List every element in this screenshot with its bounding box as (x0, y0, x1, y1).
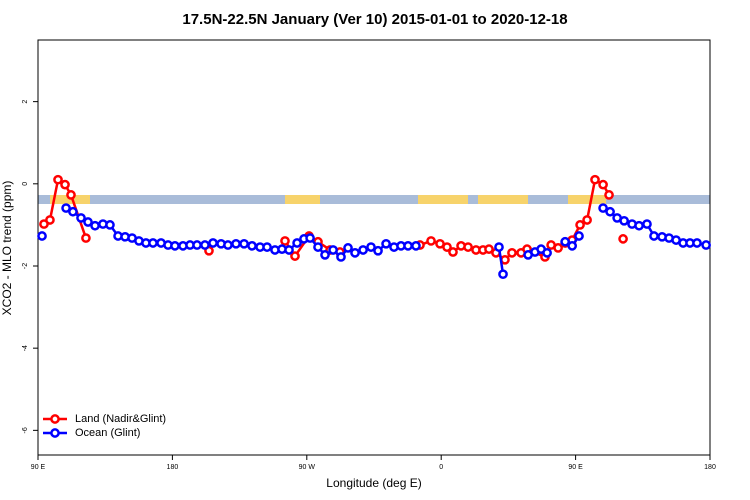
data-point (567, 241, 578, 251)
data-point (598, 179, 608, 190)
data-point (634, 220, 644, 231)
data-point (45, 215, 55, 225)
data-point (553, 243, 563, 253)
data-point (90, 220, 100, 231)
data-point (148, 238, 158, 248)
data-point (343, 243, 353, 253)
data-point (618, 234, 628, 244)
data-point (83, 217, 93, 227)
data-point (60, 179, 70, 190)
data-point (366, 242, 376, 252)
data-point (61, 203, 71, 213)
data-point (37, 231, 47, 241)
data-point (328, 245, 338, 255)
data-point (105, 220, 115, 230)
data-point (231, 238, 241, 249)
data-point (66, 190, 76, 200)
data-point (350, 247, 360, 258)
data-point (262, 242, 272, 252)
data-point (542, 247, 552, 258)
land-patch (478, 195, 528, 204)
x-tick-label: 90 E (31, 464, 46, 471)
land-patch (568, 195, 606, 204)
land-patch (285, 195, 320, 204)
data-point (442, 242, 452, 252)
data-point (494, 242, 504, 252)
x-axis-label: Longitude (deg E) (326, 476, 421, 490)
x-tick-label: 90 W (299, 464, 316, 471)
x-tick-label: 180 (167, 464, 179, 471)
data-point (223, 240, 233, 250)
x-tick-label: 90 E (568, 464, 583, 471)
data-point (590, 174, 600, 185)
data-point (313, 242, 323, 252)
data-point (701, 240, 711, 250)
data-point (336, 252, 346, 262)
y-tick-label: -2 (22, 263, 29, 269)
data-point (68, 206, 78, 217)
data-point (208, 238, 218, 248)
data-point (484, 244, 494, 254)
x-tick-label: 180 (704, 464, 716, 471)
data-point (507, 247, 517, 258)
x-tick-label: 0 (439, 464, 443, 471)
data-point (290, 251, 300, 261)
data-point (598, 203, 608, 213)
data-point (200, 240, 210, 250)
legend-swatch-marker (50, 428, 60, 438)
data-point (280, 236, 290, 246)
data-point (560, 236, 570, 247)
y-axis-label: XCO2 - MLO trend (ppm) (0, 181, 14, 316)
data-point (575, 220, 585, 230)
data-point (192, 240, 202, 250)
legend-swatch-marker (50, 414, 60, 424)
data-point (582, 215, 592, 225)
data-point (381, 238, 391, 249)
data-point (320, 250, 330, 260)
data-point (403, 241, 413, 251)
data-point (619, 215, 629, 226)
y-tick-label: -6 (22, 427, 29, 433)
land-patch (418, 195, 468, 204)
data-point (81, 233, 91, 243)
data-point (411, 241, 421, 251)
data-point (305, 233, 315, 243)
legend-label: Ocean (Glint) (75, 427, 140, 439)
data-point (358, 245, 368, 255)
data-point (373, 245, 383, 256)
data-point (642, 219, 652, 229)
legend-label: Land (Nadir&Glint) (75, 413, 166, 425)
data-point (426, 236, 436, 246)
data-point (247, 241, 257, 251)
data-point (574, 231, 584, 241)
data-point (448, 247, 458, 257)
y-tick-label: -4 (22, 345, 29, 351)
data-point (649, 231, 659, 241)
data-point (692, 238, 702, 248)
y-tick-label: 0 (22, 182, 29, 186)
ocean-band (38, 195, 710, 204)
chart-title: 17.5N-22.5N January (Ver 10) 2015-01-01 … (182, 11, 567, 28)
data-point (605, 206, 615, 217)
y-tick-label: 2 (22, 100, 29, 104)
data-point (239, 238, 249, 249)
data-point (604, 190, 614, 200)
data-point (53, 174, 63, 185)
data-point (284, 245, 294, 255)
data-point (76, 213, 86, 223)
data-point (170, 241, 180, 251)
data-point (292, 238, 302, 248)
data-point (463, 242, 473, 252)
data-point (498, 269, 508, 280)
